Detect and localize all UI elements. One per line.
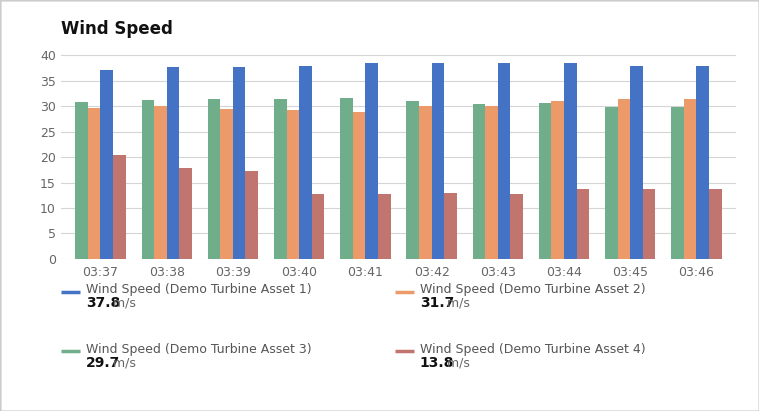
Bar	[577, 189, 589, 259]
Bar	[643, 189, 656, 259]
Text: 29.7: 29.7	[86, 356, 120, 370]
Text: Wind Speed (Demo Turbine Asset 3): Wind Speed (Demo Turbine Asset 3)	[86, 342, 311, 356]
Text: 37.8: 37.8	[86, 296, 120, 310]
Bar	[312, 194, 324, 259]
Text: m/s: m/s	[443, 296, 471, 309]
Text: m/s: m/s	[443, 356, 471, 369]
Bar	[510, 194, 523, 259]
Bar	[220, 109, 233, 259]
Bar	[630, 66, 643, 259]
Bar	[179, 168, 192, 259]
Bar	[378, 194, 391, 259]
Bar	[684, 99, 697, 259]
Bar	[365, 62, 378, 259]
Bar	[245, 171, 258, 259]
Bar	[75, 102, 88, 259]
Bar	[208, 99, 220, 259]
Text: 13.8: 13.8	[420, 356, 454, 370]
Bar	[552, 101, 564, 259]
Bar	[287, 110, 299, 259]
Text: Wind Speed (Demo Turbine Asset 1): Wind Speed (Demo Turbine Asset 1)	[86, 283, 311, 296]
Bar	[432, 63, 444, 259]
Bar	[353, 112, 365, 259]
Bar	[167, 67, 179, 259]
Bar	[419, 106, 432, 259]
Bar	[671, 107, 684, 259]
Bar	[141, 100, 154, 259]
Bar	[444, 193, 457, 259]
Bar	[88, 108, 100, 259]
Text: m/s: m/s	[109, 296, 137, 309]
Text: 31.7: 31.7	[420, 296, 454, 310]
Bar	[498, 62, 510, 259]
Text: m/s: m/s	[109, 356, 137, 369]
Bar	[340, 98, 353, 259]
Bar	[113, 155, 126, 259]
Text: Wind Speed (Demo Turbine Asset 4): Wind Speed (Demo Turbine Asset 4)	[420, 342, 645, 356]
Bar	[473, 104, 485, 259]
Text: Wind Speed (Demo Turbine Asset 2): Wind Speed (Demo Turbine Asset 2)	[420, 283, 645, 296]
Bar	[618, 99, 630, 259]
Bar	[299, 66, 312, 259]
Text: Wind Speed: Wind Speed	[61, 20, 172, 38]
Bar	[697, 66, 709, 259]
Bar	[100, 69, 113, 259]
Bar	[709, 189, 722, 259]
Bar	[274, 99, 287, 259]
Bar	[485, 106, 498, 259]
Bar	[233, 67, 245, 259]
Bar	[605, 107, 618, 259]
Bar	[564, 63, 577, 259]
Bar	[539, 103, 552, 259]
Bar	[154, 106, 167, 259]
Bar	[406, 101, 419, 259]
